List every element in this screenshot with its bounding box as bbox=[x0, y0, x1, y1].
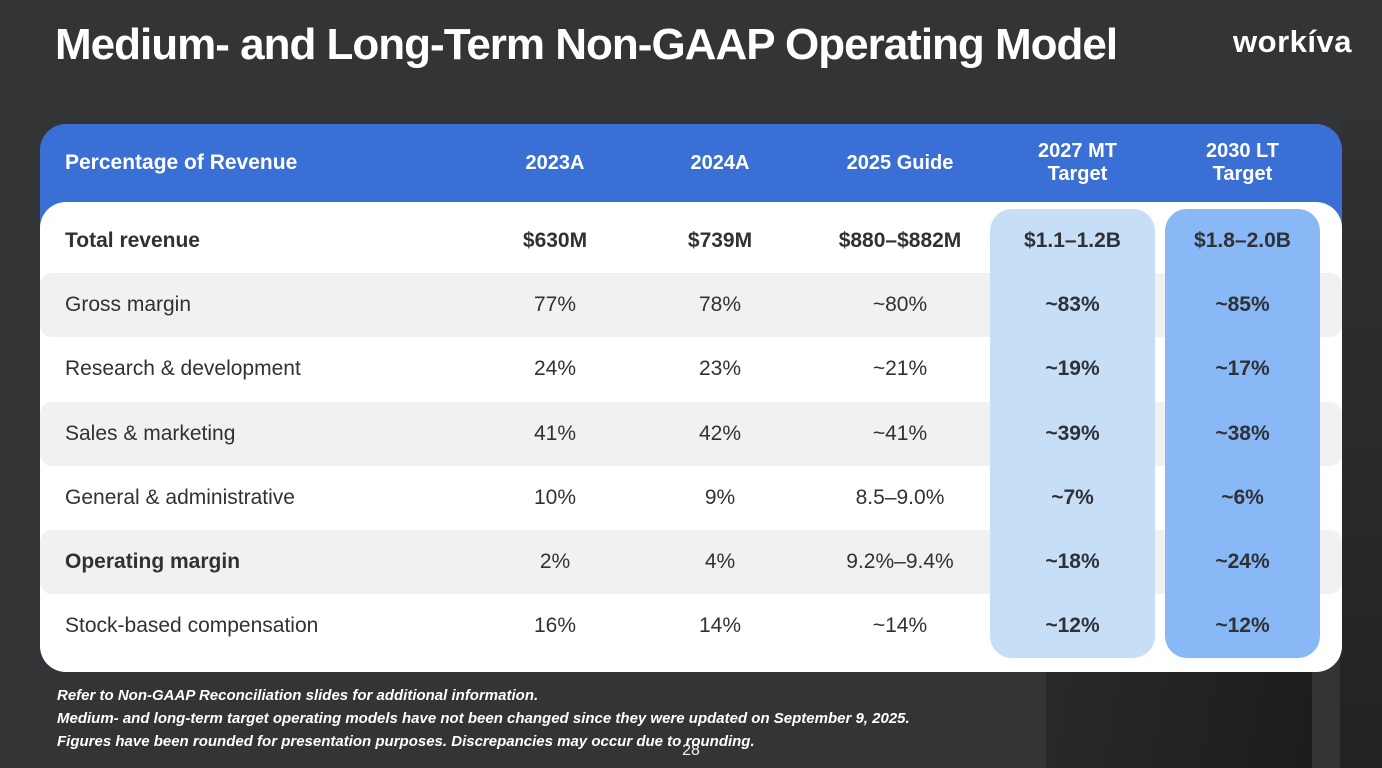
cell-value: 16% bbox=[533, 614, 577, 638]
table-header-row: Percentage of Revenue 2023A 2024A 2025 G… bbox=[40, 124, 1342, 202]
header-col-percentage-of-revenue: Percentage of Revenue bbox=[65, 150, 298, 174]
workiva-logo: workíva bbox=[1233, 24, 1352, 59]
cell-value-mt-target: ~83% bbox=[990, 273, 1155, 338]
cell-value: 23% bbox=[698, 357, 742, 381]
cell-value: 78% bbox=[698, 293, 742, 317]
row-label: Sales & marketing bbox=[65, 421, 236, 445]
cell-value-lt-target: ~12% bbox=[1165, 594, 1320, 659]
page-number: 28 bbox=[682, 742, 700, 759]
header-col-2023a: 2023A bbox=[525, 151, 585, 174]
cell-value: $630M bbox=[522, 229, 588, 253]
cell-value: 2% bbox=[539, 550, 571, 574]
table-row-operating-margin: Operating margin 2% 4% 9.2%–9.4% ~18% ~2… bbox=[40, 529, 1342, 595]
footnote-line: Medium- and long-term target operating m… bbox=[57, 710, 910, 727]
row-label: Operating margin bbox=[65, 550, 241, 574]
table-row-total-revenue: Total revenue $630M $739M $880–$882M $1.… bbox=[40, 209, 1342, 274]
cell-value: 9.2%–9.4% bbox=[846, 550, 954, 574]
slide-title: Medium- and Long-Term Non-GAAP Operating… bbox=[55, 20, 1118, 69]
background-shade-bottom-right bbox=[1046, 671, 1312, 768]
footnote-line: Figures have been rounded for presentati… bbox=[57, 733, 755, 750]
cell-value-lt-target: ~38% bbox=[1165, 401, 1320, 466]
row-label: Total revenue bbox=[65, 229, 200, 253]
footnote-line: Refer to Non-GAAP Reconciliation slides … bbox=[57, 687, 539, 704]
cell-value-mt-target: ~7% bbox=[990, 465, 1155, 530]
cell-value: 4% bbox=[704, 550, 736, 574]
cell-value: $880–$882M bbox=[838, 229, 962, 253]
background-shade-right-edge bbox=[1340, 120, 1382, 768]
table-row-research-development: Research & development 24% 23% ~21% ~19%… bbox=[40, 337, 1342, 402]
cell-value-lt-target: ~85% bbox=[1165, 273, 1320, 338]
cell-value-mt-target: ~19% bbox=[990, 337, 1155, 402]
table-row-stock-based-compensation: Stock-based compensation 16% 14% ~14% ~1… bbox=[40, 594, 1342, 659]
cell-value: 8.5–9.0% bbox=[855, 485, 945, 509]
cell-value: 14% bbox=[698, 614, 742, 638]
cell-value: ~41% bbox=[872, 421, 928, 445]
cell-value-lt-target: $1.8–2.0B bbox=[1165, 209, 1320, 274]
row-label: Research & development bbox=[65, 357, 301, 381]
cell-value: 77% bbox=[533, 293, 577, 317]
cell-value-mt-target: ~12% bbox=[990, 594, 1155, 659]
row-label: Stock-based compensation bbox=[65, 614, 319, 638]
cell-value: 42% bbox=[698, 421, 742, 445]
table-row-gross-margin: Gross margin 77% 78% ~80% ~83% ~85% bbox=[40, 273, 1342, 338]
operating-model-table: Percentage of Revenue 2023A 2024A 2025 G… bbox=[40, 124, 1342, 672]
row-label: General & administrative bbox=[65, 485, 295, 509]
cell-value: ~80% bbox=[872, 293, 928, 317]
cell-value: ~14% bbox=[872, 614, 928, 638]
cell-value: 24% bbox=[533, 357, 577, 381]
header-col-2030-lt-target: 2030 LT Target bbox=[1206, 140, 1279, 185]
footnotes: Refer to Non-GAAP Reconciliation slides … bbox=[57, 684, 910, 753]
cell-value-lt-target: ~6% bbox=[1165, 465, 1320, 530]
cell-value-mt-target: ~39% bbox=[990, 401, 1155, 466]
cell-value-mt-target: ~18% bbox=[990, 529, 1155, 595]
header-col-2025-guide: 2025 Guide bbox=[846, 151, 954, 174]
table-row-sales-marketing: Sales & marketing 41% 42% ~41% ~39% ~38% bbox=[40, 401, 1342, 466]
cell-value: $739M bbox=[687, 229, 753, 253]
cell-value: 10% bbox=[533, 485, 577, 509]
row-label: Gross margin bbox=[65, 293, 192, 317]
cell-value-lt-target: ~17% bbox=[1165, 337, 1320, 402]
header-col-2024a: 2024A bbox=[690, 151, 750, 174]
cell-value: ~21% bbox=[872, 357, 928, 381]
cell-value: 9% bbox=[704, 485, 736, 509]
header-col-2027-mt-target: 2027 MT Target bbox=[1038, 140, 1117, 185]
table-body: Total revenue $630M $739M $880–$882M $1.… bbox=[40, 202, 1342, 672]
cell-value-mt-target: $1.1–1.2B bbox=[990, 209, 1155, 274]
cell-value-lt-target: ~24% bbox=[1165, 529, 1320, 595]
cell-value: 41% bbox=[533, 421, 577, 445]
table-row-general-administrative: General & administrative 10% 9% 8.5–9.0%… bbox=[40, 465, 1342, 530]
